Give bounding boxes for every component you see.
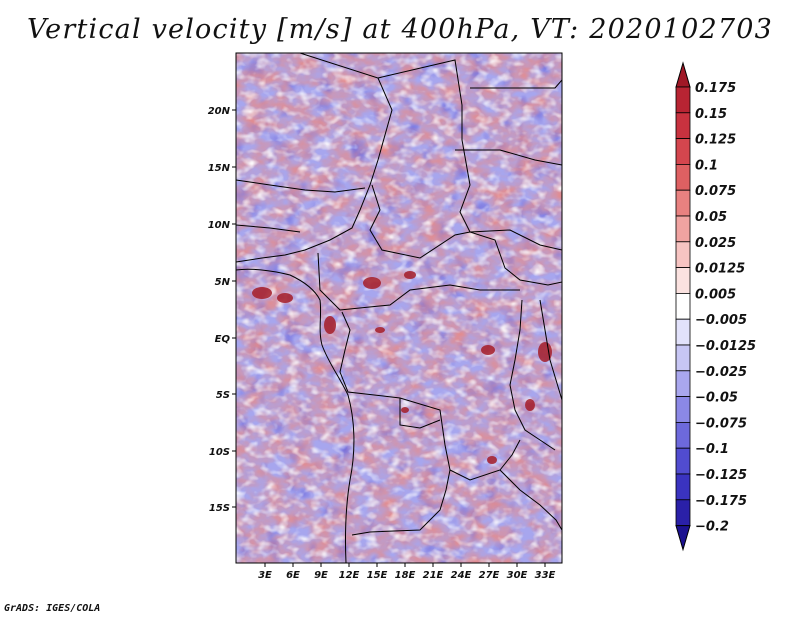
y-tick-label: 10S — [209, 447, 230, 458]
colorbar-box — [675, 396, 691, 423]
colorbar-label: 0.125 — [695, 133, 736, 148]
colorbar-label: 0.175 — [695, 81, 736, 96]
colorbar-label: 0.1 — [695, 158, 718, 173]
colorbar-label: −0.125 — [695, 468, 747, 483]
x-tick-label: 3E — [258, 570, 272, 581]
x-tick-label: 27E — [479, 570, 500, 581]
x-tick-label: 21E — [423, 570, 444, 581]
colorbar-box — [675, 138, 691, 165]
x-tick-label: 6E — [286, 570, 300, 581]
colorbar-box — [675, 112, 691, 140]
colorbar-arrow-bottom — [675, 525, 691, 552]
x-tick-label: 18E — [395, 570, 416, 581]
y-tick-label: 20N — [208, 106, 231, 117]
colorbar-box — [675, 241, 691, 269]
colorbar-label: −0.05 — [695, 391, 738, 406]
y-axis: 20N 15N 10N 5N EQ 5S 10S 15S — [208, 106, 231, 514]
colorbar-box — [675, 267, 691, 294]
colorbar-label: 0.05 — [695, 210, 727, 225]
colorbar-box — [675, 189, 691, 217]
x-tick-label: 30E — [507, 570, 528, 581]
colorbar-box — [675, 292, 691, 320]
x-tick-label: 9E — [314, 570, 328, 581]
grads-credit: GrADS: IGES/COLA — [4, 603, 101, 614]
colorbar-label: 0.15 — [695, 107, 727, 122]
colorbar-box — [675, 370, 691, 397]
x-tick-label: 33E — [535, 570, 556, 581]
y-tick-label: 5N — [215, 277, 231, 288]
x-tick-label: 24E — [451, 570, 472, 581]
colorbar-label: 0.075 — [695, 184, 736, 199]
y-tick-label: EQ — [215, 334, 231, 345]
colorbar-box — [675, 318, 691, 346]
colorbar-box — [675, 86, 691, 114]
colorbar-box — [675, 421, 691, 449]
map-frame — [235, 52, 563, 564]
colorbar-box — [675, 163, 691, 191]
x-tick-label: 15E — [367, 570, 388, 581]
colorbar-box — [675, 499, 691, 526]
colorbar-label: 0.0125 — [695, 262, 745, 277]
colorbar-box — [675, 447, 691, 475]
colorbar-box — [675, 344, 691, 372]
colorbar-label: −0.005 — [695, 313, 747, 328]
chart-title: Vertical velocity [m/s] at 400hPa, VT: 2… — [26, 14, 774, 45]
colorbar-label: −0.025 — [695, 365, 747, 380]
velocity-field — [236, 53, 562, 563]
colorbar-arrow-top — [675, 61, 691, 88]
colorbar-box — [675, 215, 691, 243]
colorbar-label: 0.005 — [695, 287, 736, 302]
colorbar-label: −0.0125 — [695, 339, 756, 354]
colorbar-label: −0.075 — [695, 416, 747, 431]
colorbar-label: −0.1 — [695, 442, 729, 457]
x-tick-label: 12E — [339, 570, 360, 581]
y-tick-label: 5S — [216, 390, 230, 401]
colorbar-label: 0.025 — [695, 236, 736, 251]
colorbar-label: −0.2 — [695, 520, 729, 535]
colorbar-box — [675, 473, 691, 501]
y-tick-label: 15S — [209, 503, 230, 514]
y-tick-label: 15N — [208, 163, 231, 174]
x-axis: 3E 6E 9E 12E 15E 18E 21E 24E 27E 30E 33E — [258, 570, 555, 581]
y-tick-label: 10N — [208, 220, 231, 231]
colorbar-label: −0.175 — [695, 494, 747, 509]
